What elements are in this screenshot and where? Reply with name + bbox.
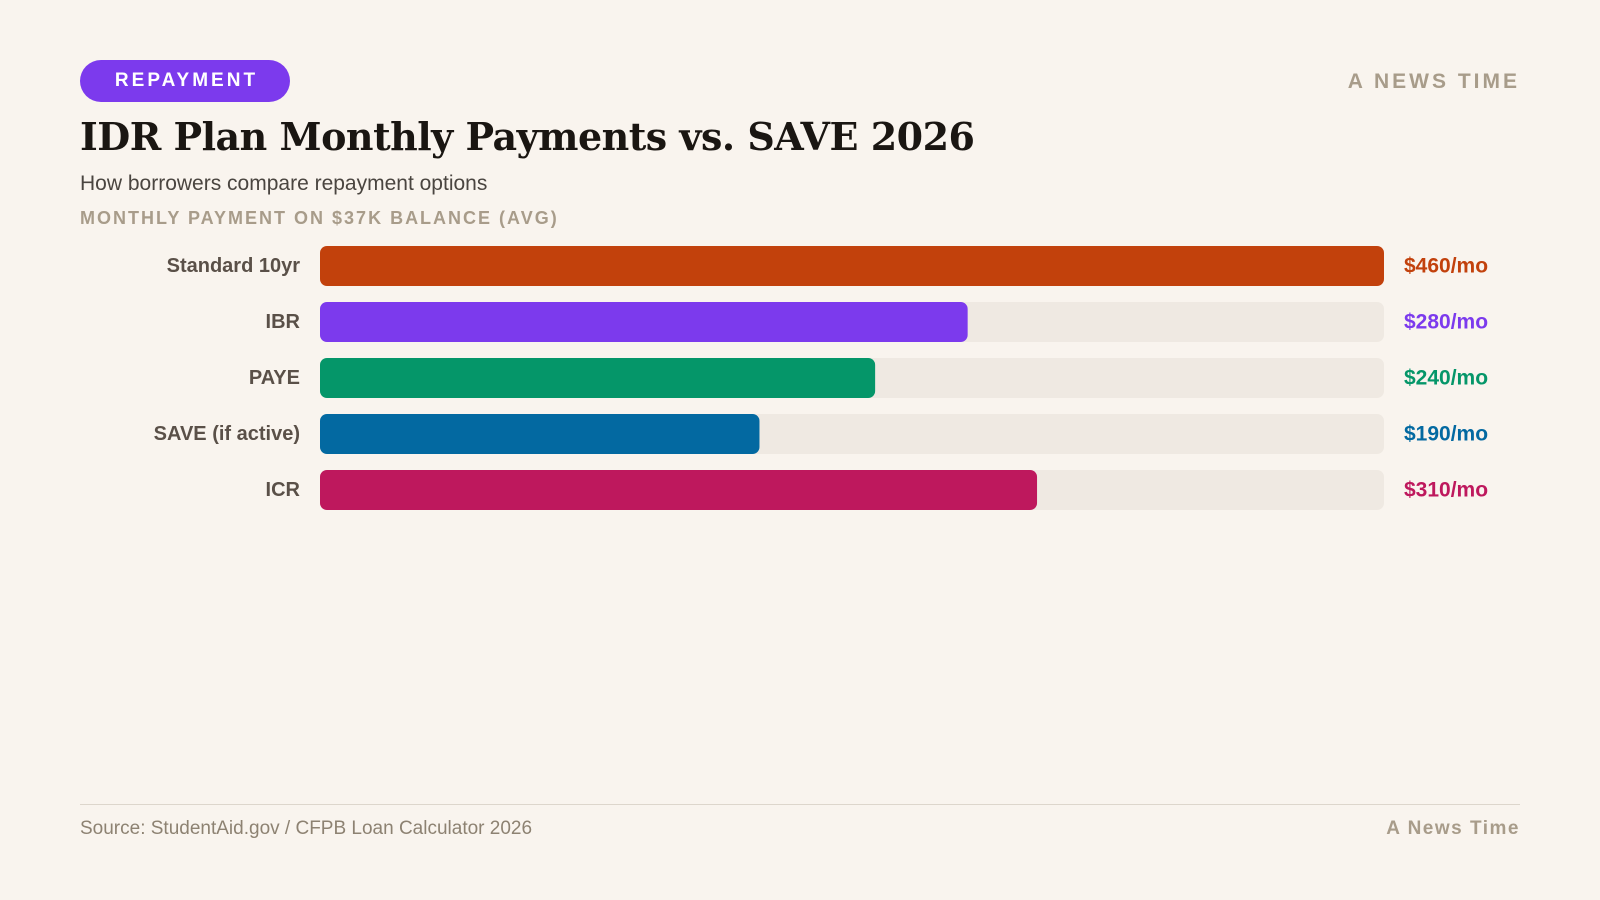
- axis-caption: MONTHLY PAYMENT ON $37K BALANCE (AVG): [80, 208, 559, 228]
- bar: [320, 358, 876, 398]
- bar: [320, 470, 1038, 510]
- data-label: $280/mo: [1404, 311, 1488, 334]
- chart-title: IDR Plan Monthly Payments vs. SAVE 2026: [80, 114, 975, 159]
- data-label: $310/mo: [1404, 479, 1488, 502]
- bar: [320, 246, 1384, 286]
- category-label: ICR: [266, 479, 301, 501]
- category-badge: REPAYMENT: [80, 60, 290, 102]
- bar: [320, 302, 968, 342]
- data-label: $190/mo: [1404, 423, 1488, 446]
- data-label: $460/mo: [1404, 255, 1488, 278]
- bar: [320, 414, 760, 454]
- footer-divider: [80, 804, 1520, 805]
- category-label: IBR: [266, 311, 301, 333]
- category-label: PAYE: [249, 367, 300, 389]
- footer-brand: A News Time: [1386, 818, 1520, 839]
- bar-chart: Standard 10yr $460/mo IBR $280/mo PAYE $240/m…: [154, 246, 1488, 510]
- category-label: SAVE (if active): [154, 423, 300, 445]
- brand-logo-text: A NEWS TIME: [1347, 70, 1520, 93]
- data-label: $240/mo: [1404, 367, 1488, 390]
- source-note: Source: StudentAid.gov / CFPB Loan Calcu…: [80, 818, 533, 839]
- chart-subtitle: How borrowers compare repayment options: [80, 172, 488, 195]
- category-label: Standard 10yr: [167, 255, 301, 277]
